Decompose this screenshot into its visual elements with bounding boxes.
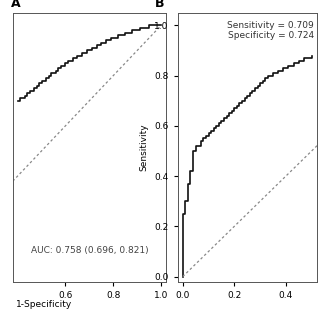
Text: A: A: [11, 0, 21, 10]
Text: B: B: [155, 0, 165, 10]
Text: Sensitivity = 0.709
Specificity = 0.724: Sensitivity = 0.709 Specificity = 0.724: [227, 21, 314, 40]
Y-axis label: Sensitivity: Sensitivity: [140, 124, 149, 171]
Text: AUC: 0.758 (0.696, 0.821): AUC: 0.758 (0.696, 0.821): [30, 246, 148, 255]
Text: 1-Specificity: 1-Specificity: [16, 300, 72, 309]
